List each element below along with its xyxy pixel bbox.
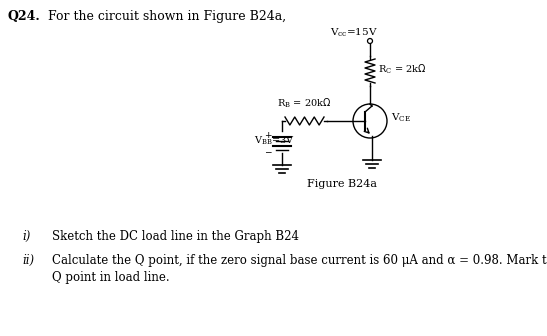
Text: For the circuit shown in Figure B24a,: For the circuit shown in Figure B24a, [48,10,286,23]
Text: V$_{\mathregular{cc}}$=15V: V$_{\mathregular{cc}}$=15V [330,26,377,39]
Text: R$_{\mathregular{C}}$ = 2k$\Omega$: R$_{\mathregular{C}}$ = 2k$\Omega$ [378,62,427,76]
Text: Calculate the Q point, if the zero signal base current is 60 μA and α = 0.98. Ma: Calculate the Q point, if the zero signa… [52,254,547,267]
Text: +: + [264,130,272,139]
Text: Sketch the DC load line in the Graph B24: Sketch the DC load line in the Graph B24 [52,230,299,243]
Text: Figure B24a: Figure B24a [307,179,377,189]
Text: Q24.: Q24. [7,10,40,23]
Text: R$_{\mathregular{B}}$ = 20k$\Omega$: R$_{\mathregular{B}}$ = 20k$\Omega$ [277,96,331,110]
Text: V$_{\mathregular{CE}}$: V$_{\mathregular{CE}}$ [391,112,411,124]
Text: ii): ii) [22,254,34,267]
Text: −: − [264,148,272,157]
Text: i): i) [22,230,31,243]
Text: Q point in load line.: Q point in load line. [52,271,170,284]
Text: V$_{\mathregular{BB}}$=3V: V$_{\mathregular{BB}}$=3V [254,135,295,148]
